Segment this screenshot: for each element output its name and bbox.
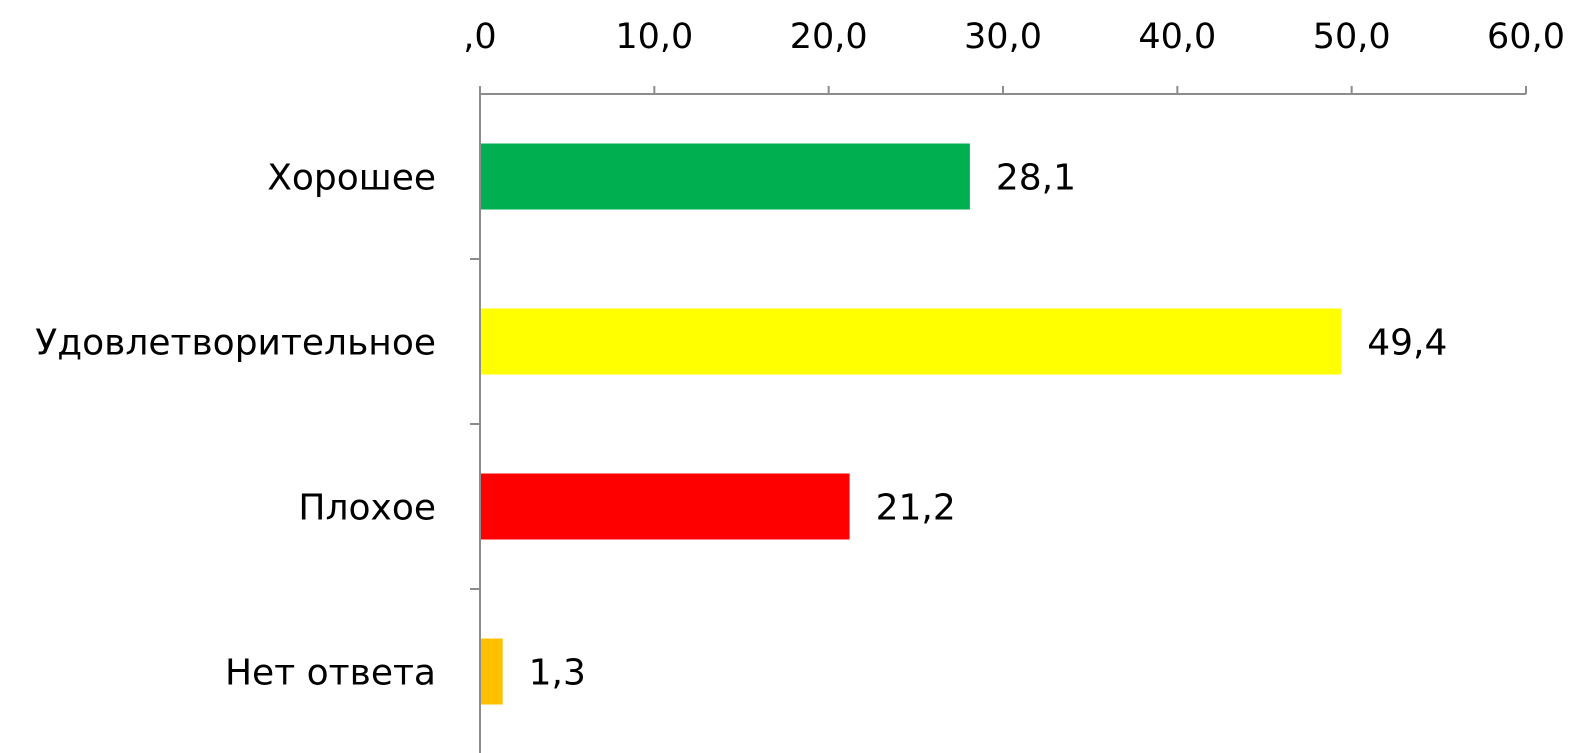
x-axis: ,0 10,0 20,0 30,0 40,0 50,0 60,0 xyxy=(463,17,1565,95)
bar xyxy=(481,143,970,210)
data-label: 1,3 xyxy=(529,653,586,694)
y-axis xyxy=(470,94,481,753)
data-label: 49,4 xyxy=(1367,323,1447,364)
category-label: Нет ответа xyxy=(225,653,436,694)
category-label: Плохое xyxy=(298,488,436,529)
bar xyxy=(481,308,1342,375)
x-tick-label: ,0 xyxy=(463,17,496,57)
x-tick-label: 10,0 xyxy=(615,17,693,57)
data-label: 28,1 xyxy=(996,158,1076,199)
bars xyxy=(481,143,1342,705)
category-label: Удовлетворительное xyxy=(35,323,436,364)
x-tick-label: 50,0 xyxy=(1313,17,1391,57)
data-labels: 28,1 49,4 21,2 1,3 xyxy=(529,158,1448,694)
x-tick-label: 20,0 xyxy=(790,17,868,57)
x-tick-label: 60,0 xyxy=(1487,17,1565,57)
category-labels: Хорошее Удовлетворительное Плохое Нет ответ… xyxy=(35,158,436,694)
x-tick-label: 40,0 xyxy=(1138,17,1216,57)
bar xyxy=(481,638,503,705)
category-label: Хорошее xyxy=(267,158,436,199)
bar xyxy=(481,473,850,540)
data-label: 21,2 xyxy=(876,488,956,529)
x-tick-label: 30,0 xyxy=(964,17,1042,57)
